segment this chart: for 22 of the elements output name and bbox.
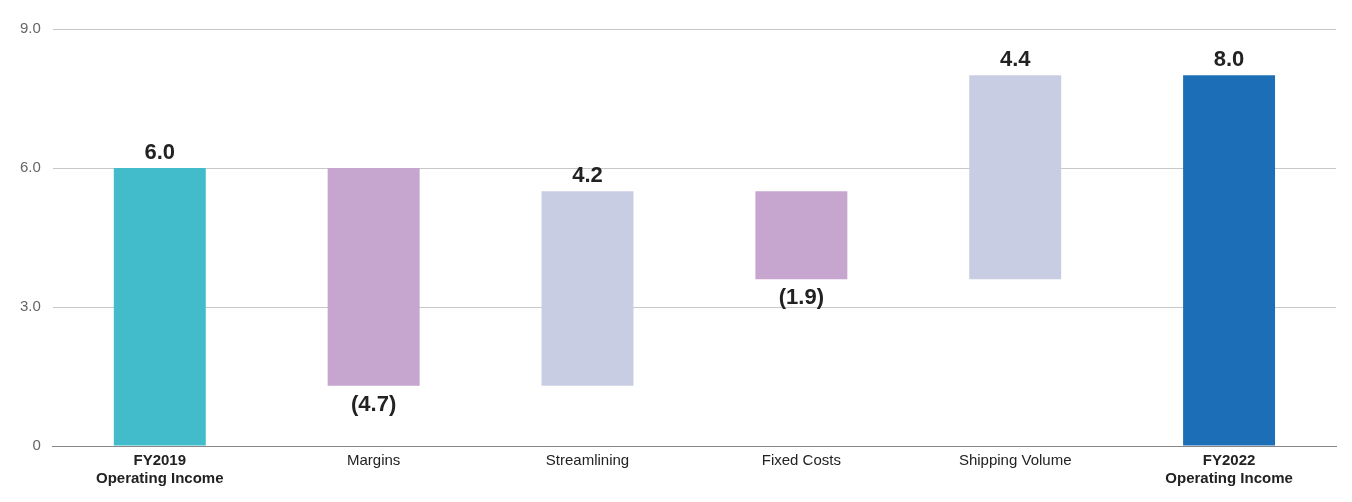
bar: [327, 168, 420, 386]
x-tick-label: Margins: [346, 451, 401, 469]
bar: [1183, 75, 1276, 446]
x-tick-label: Streamlining: [545, 451, 630, 469]
data-label: 8.0: [1213, 46, 1245, 72]
data-label: (1.9): [778, 284, 824, 310]
x-tick-label: Fixed Costs: [761, 451, 841, 469]
y-tick-label: 3.0: [19, 297, 41, 315]
data-label: 4.2: [572, 162, 603, 188]
y-tick-label: 6.0: [19, 158, 41, 176]
bar: [969, 75, 1062, 280]
x-tick-label: FY2019 Operating Income: [96, 451, 224, 487]
y-tick-label: 0: [32, 436, 41, 454]
data-label: 4.4: [999, 46, 1032, 72]
bar: [755, 191, 848, 280]
data-label: (4.7): [351, 390, 397, 416]
bar: [541, 191, 634, 386]
bar: [113, 168, 206, 446]
x-tick-label: FY2022 Operating Income: [1165, 451, 1293, 487]
y-tick-label: 9.0: [19, 19, 41, 37]
x-tick-label: Shipping Volume: [958, 451, 1072, 469]
data-label: 6.0: [144, 139, 176, 165]
